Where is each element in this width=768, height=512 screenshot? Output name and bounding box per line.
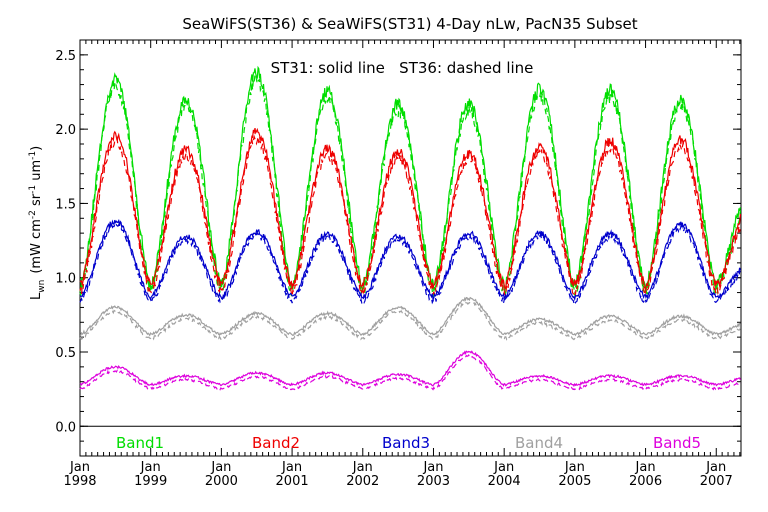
y-axis: 0.0 0.5 1.0 1.5 2.0 2.5 (55, 39, 741, 457)
legend-band4: Band4 (515, 434, 563, 452)
series-line-band5-st36 (79, 354, 741, 391)
x-tick-year: 2007 (700, 474, 733, 489)
x-tick-year: 1999 (134, 474, 167, 489)
series-line-band1-st36 (79, 73, 741, 297)
legend-band3: Band3 (382, 434, 430, 452)
y-axis-label: Lwn(mW cm-2 sr-1 um-1) (28, 146, 47, 300)
x-tick-year: 2005 (558, 474, 591, 489)
x-tick-month: Jan (210, 460, 231, 475)
x-tick-month: Jan (140, 460, 161, 475)
y-tick-label: 0.0 (55, 420, 76, 435)
x-tick-year: 2001 (276, 474, 309, 489)
series-line-band4-st31 (79, 296, 741, 337)
y-tick-label: 1.5 (55, 197, 76, 212)
line-style-annotation: ST31: solid line ST36: dashed line (271, 59, 534, 77)
x-tick-month: Jan (705, 460, 726, 475)
series-line-band3-st31 (79, 218, 741, 302)
x-tick-year: 1998 (63, 474, 96, 489)
legend-band5: Band5 (653, 434, 701, 452)
y-tick-label: 1.0 (55, 272, 76, 287)
chart-title: SeaWiFS(ST36) & SeaWiFS(ST31) 4-Day nLw,… (182, 15, 637, 33)
x-tick-year: 2004 (488, 474, 521, 489)
x-tick-month: Jan (493, 460, 514, 475)
series-line-band3-st36 (79, 221, 741, 306)
x-tick-year: 2003 (417, 474, 450, 489)
y-tick-label: 2.5 (55, 49, 76, 64)
x-tick-month: Jan (69, 460, 90, 475)
x-tick-year: 2002 (346, 474, 379, 489)
series-line-band5-st31 (79, 350, 741, 388)
x-tick-year: 2000 (205, 474, 238, 489)
legend-band2: Band2 (252, 434, 300, 452)
x-axis: Jan1998Jan1999Jan2000Jan2001Jan2002Jan20… (63, 40, 741, 489)
x-tick-year: 2006 (629, 474, 662, 489)
x-tick-month: Jan (281, 460, 302, 475)
legend-band1: Band1 (116, 434, 164, 452)
y-tick-label: 2.0 (55, 123, 76, 138)
series-line-band2-st31 (79, 127, 741, 290)
plot-frame (79, 39, 742, 457)
x-tick-month: Jan (422, 460, 443, 475)
x-tick-month: Jan (635, 460, 656, 475)
series-line-band4-st36 (79, 301, 741, 341)
y-tick-label: 0.5 (55, 346, 76, 361)
x-tick-month: Jan (352, 460, 373, 475)
series-line-band2-st36 (79, 134, 741, 297)
series-layer (79, 65, 741, 391)
x-tick-month: Jan (564, 460, 585, 475)
legend: Band1 Band2 Band3 Band4 Band5 (116, 434, 701, 452)
